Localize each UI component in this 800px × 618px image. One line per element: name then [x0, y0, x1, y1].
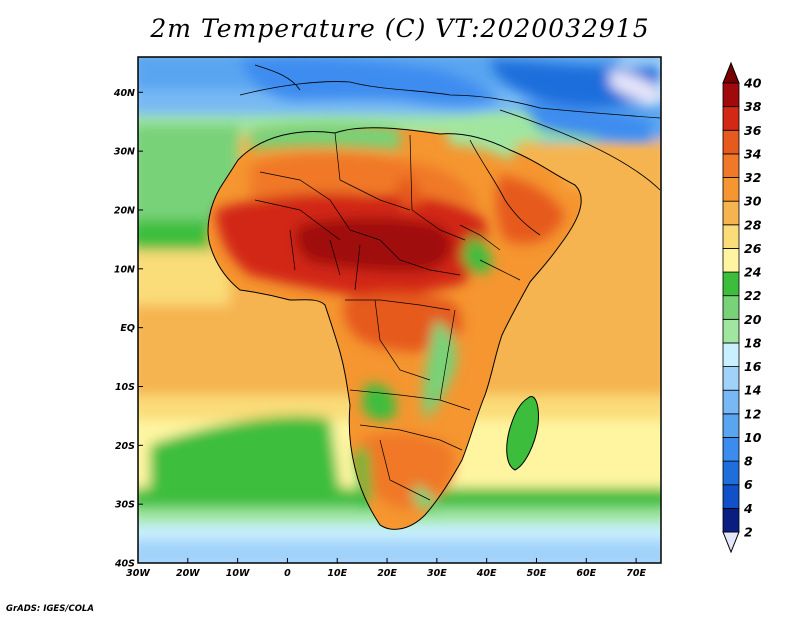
colorbar-swatch [722, 484, 740, 509]
colorbar-label: 10 [744, 430, 762, 445]
colorbar-label: 22 [744, 288, 761, 303]
lat-tick-label: EQ [120, 323, 135, 334]
colorbar-swatch [722, 271, 740, 297]
lat-tick-label: 40N [113, 88, 135, 99]
colorbar-swatch [722, 177, 740, 202]
colorbar-swatch [722, 224, 740, 249]
longitude-axis: 30W 20W 10W 0 10E 20E 30E 40E 50E 60E 70E [126, 558, 646, 579]
lon-tick-label: 0 [284, 568, 291, 579]
plot-frame [137, 56, 662, 564]
credit-text: GrADS: IGES/COLA [6, 604, 94, 614]
lat-tick-label: 20N [114, 205, 135, 216]
colorbar-label: 4 [743, 501, 753, 516]
country-borders [254, 132, 521, 501]
lat-tick-label: 10N [114, 264, 135, 275]
colorbar-label: 6 [744, 477, 753, 492]
colorbar-swatch [722, 200, 740, 226]
lon-tick-label: 20W [176, 568, 200, 579]
colorbar-label: 12 [744, 406, 761, 421]
colorbar-swatch [722, 366, 740, 391]
colorbar-label: 40 [743, 76, 762, 91]
lon-tick-label: 20E [377, 568, 397, 579]
colorbar-label: 18 [744, 335, 762, 350]
lon-tick-label: 30E [427, 568, 447, 579]
lat-tick-label: 40S [114, 559, 135, 570]
lon-tick-label: 40E [476, 568, 497, 579]
colorbar-label: 16 [744, 359, 762, 374]
lat-tick-label: 20S [115, 441, 135, 452]
colorbar-swatch [722, 129, 740, 155]
colorbar-label: 8 [744, 454, 753, 469]
latitude-axis: 40N 30N 20N 10N EQ 10S 20S 30S 40S [113, 88, 143, 570]
lon-tick-label: 30W [126, 568, 150, 579]
colorbar-max-triangle [722, 61, 740, 84]
colorbar-label: 34 [744, 146, 761, 161]
colorbar-swatch [722, 460, 740, 486]
colorbar-label: 2 [744, 525, 753, 540]
lon-tick-label: 70E [626, 568, 646, 579]
colorbar-label: 36 [744, 123, 762, 138]
colorbar-label: 26 [744, 241, 762, 256]
colorbar-swatch [722, 389, 740, 415]
colorbar-label: 14 [744, 383, 761, 398]
coastlines [207, 64, 661, 530]
lon-tick-label: 10E [327, 568, 347, 579]
colorbar-swatch [722, 318, 740, 344]
temperature-field [138, 57, 661, 563]
colorbar-label: 24 [744, 265, 761, 280]
colorbar-swatch [722, 153, 740, 178]
madagascar [506, 396, 539, 470]
colorbar-label: 38 [744, 99, 762, 114]
colorbar-swatch [722, 413, 740, 438]
colorbar-swatch [722, 342, 740, 367]
colorbar-min-triangle [722, 531, 740, 554]
colorbar-swatch [722, 295, 740, 320]
colorbar-label: 28 [744, 217, 762, 232]
colorbar-label: 32 [744, 170, 761, 185]
colorbar-swatch [722, 437, 740, 462]
colorbar-swatch [722, 82, 740, 108]
lon-tick-label: 60E [576, 568, 596, 579]
colorbar-label: 30 [744, 194, 762, 209]
lat-tick-label: 10S [115, 382, 135, 393]
lat-tick-label: 30S [115, 500, 135, 511]
lon-tick-label: 50E [527, 568, 547, 579]
map-title: 2m Temperature (C) VT:2020032915 [150, 14, 650, 43]
lat-tick-label: 30N [114, 147, 135, 158]
colorbar-label: 20 [744, 312, 762, 327]
colorbar-swatch [722, 507, 740, 533]
colorbar-swatch [722, 248, 740, 273]
colorbar-swatch [722, 106, 740, 131]
lon-tick-label: 10W [226, 568, 250, 579]
